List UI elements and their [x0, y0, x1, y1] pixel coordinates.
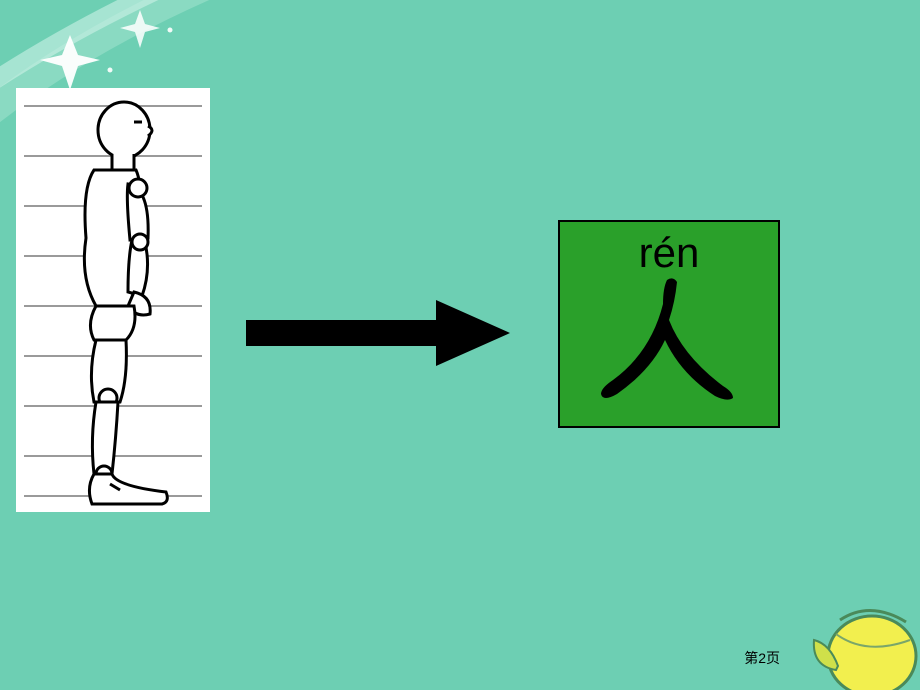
human-figure-svg — [16, 88, 210, 512]
pinyin-label: rén — [639, 232, 700, 274]
page-number: 第2页 — [744, 648, 780, 668]
human-figure-panel — [16, 88, 210, 512]
hanzi-ren-glyph — [599, 274, 739, 404]
corner-lemon-deco — [780, 570, 920, 690]
character-card: rén — [558, 220, 780, 428]
slide: rén 第2页 — [0, 0, 920, 690]
arrow-icon — [246, 300, 510, 366]
